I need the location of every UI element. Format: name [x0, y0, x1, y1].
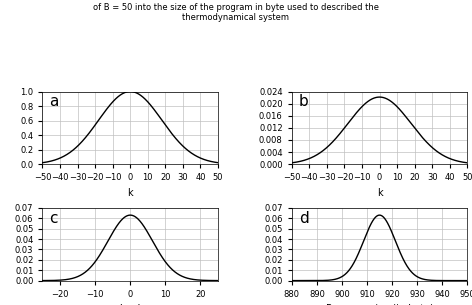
Text: of B = 50 into the size of the program in byte used to described the
thermodynam: of B = 50 into the size of the program i…: [93, 3, 379, 23]
X-axis label: k x l: k x l: [120, 304, 141, 305]
X-axis label: k: k: [127, 188, 133, 198]
Text: a: a: [50, 95, 59, 109]
Text: c: c: [50, 211, 58, 226]
X-axis label: Program size (in byte): Program size (in byte): [326, 304, 433, 305]
Text: d: d: [299, 211, 309, 226]
Text: b: b: [299, 95, 309, 109]
X-axis label: k: k: [377, 188, 382, 198]
